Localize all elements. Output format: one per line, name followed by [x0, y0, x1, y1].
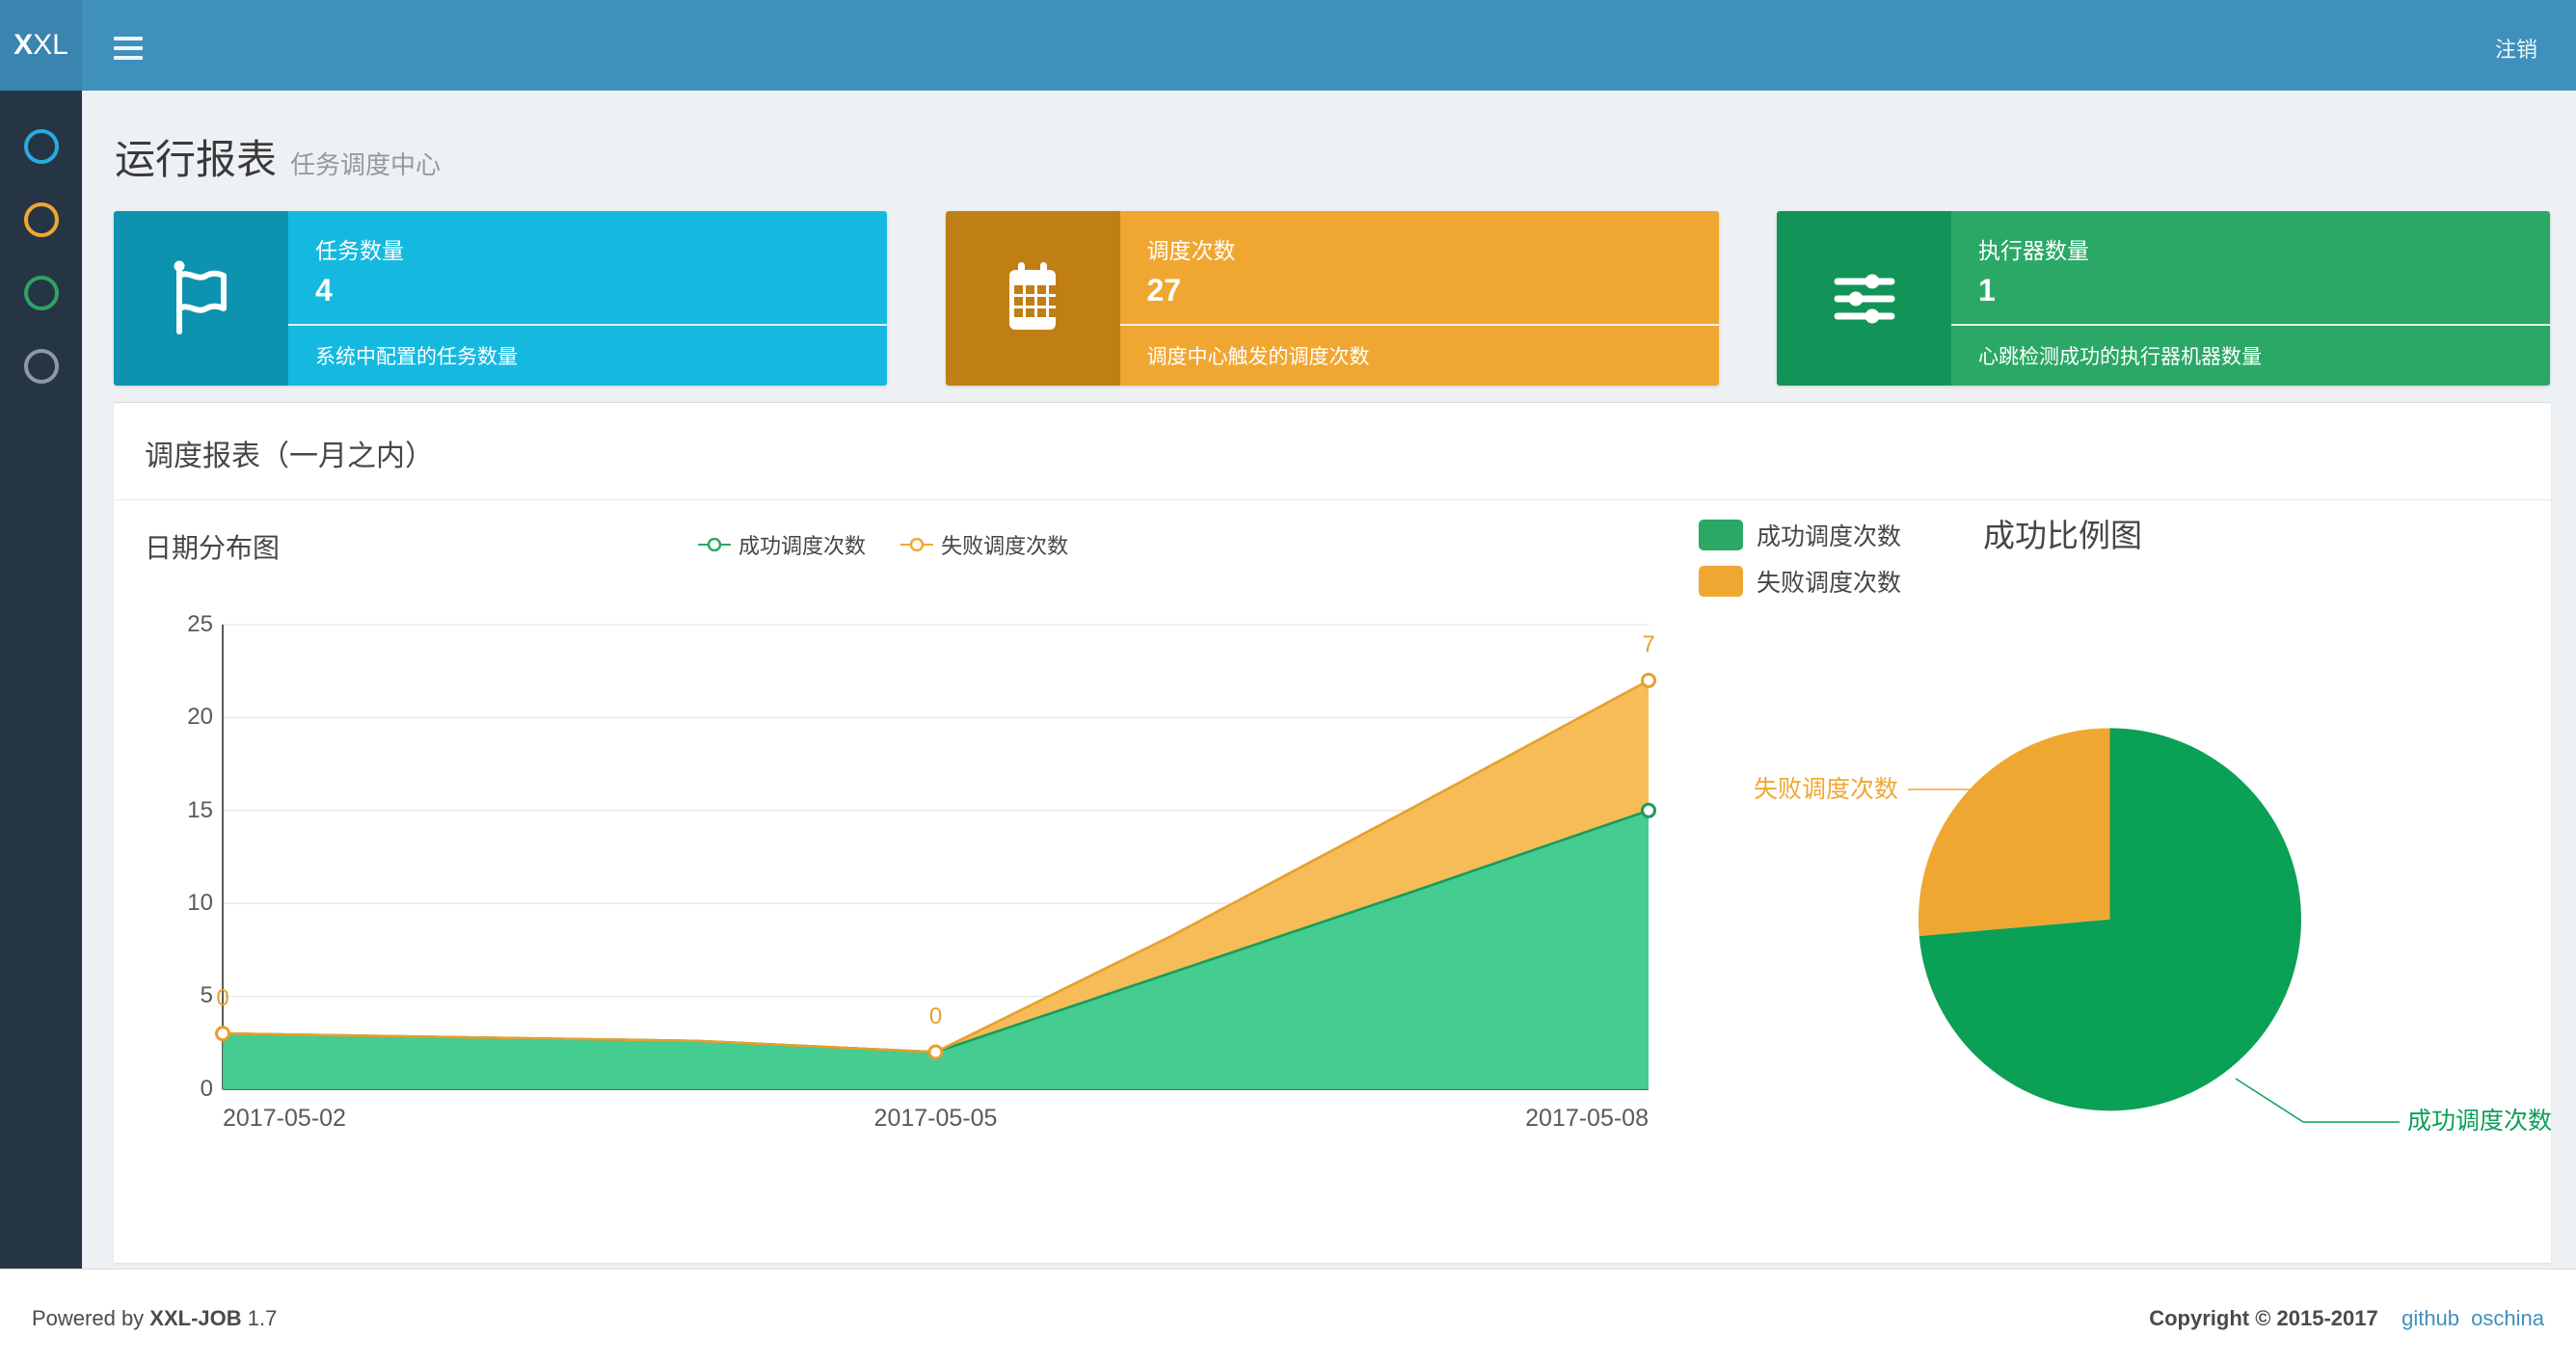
svg-text:0: 0 — [201, 1076, 213, 1102]
svg-text:25: 25 — [187, 611, 213, 637]
svg-text:2017-05-02: 2017-05-02 — [223, 1105, 346, 1132]
svg-text:5: 5 — [201, 982, 213, 1008]
svg-text:15: 15 — [187, 797, 213, 823]
svg-text:10: 10 — [187, 890, 213, 916]
svg-text:2017-05-05: 2017-05-05 — [874, 1105, 998, 1132]
svg-text:0: 0 — [929, 1003, 942, 1029]
svg-text:0: 0 — [216, 985, 228, 1011]
svg-text:20: 20 — [187, 704, 213, 730]
svg-text:失败调度次数: 失败调度次数 — [1754, 776, 1898, 803]
svg-text:成功调度次数: 成功调度次数 — [2407, 1108, 2552, 1135]
